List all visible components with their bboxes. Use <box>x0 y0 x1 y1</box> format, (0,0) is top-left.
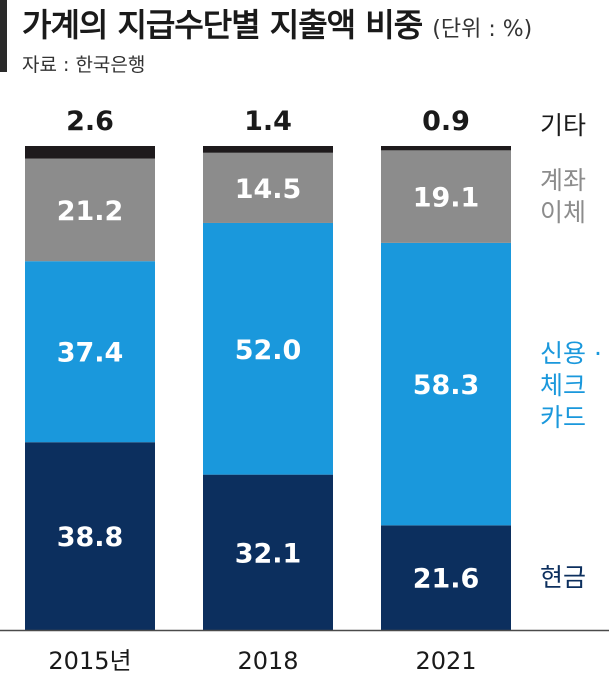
unit-label: (단위 : %) <box>432 17 533 42</box>
bar-other-1 <box>203 146 333 153</box>
bar-other-2 <box>381 146 511 151</box>
value-label-card-1: 52.0 <box>235 335 302 366</box>
legend-other: 기타 <box>540 111 587 140</box>
value-label-transfer-0: 21.2 <box>57 196 124 227</box>
bar-cash-2 <box>381 525 511 630</box>
legend-card: 신용 · 체크 카드 <box>540 339 602 432</box>
source-label: 자료 : 한국은행 <box>22 54 146 76</box>
value-label-cash-2: 21.6 <box>413 564 480 595</box>
value-label-transfer-2: 19.1 <box>413 183 480 214</box>
bar-other-0 <box>25 146 155 159</box>
legend-transfer: 계좌 이체 <box>540 166 587 227</box>
bar-card-0 <box>25 261 155 443</box>
bar-card-2 <box>381 242 511 526</box>
x-tick-label-1: 2018 <box>237 647 298 675</box>
value-label-other-2: 0.9 <box>422 106 470 137</box>
value-label-cash-1: 32.1 <box>235 538 302 569</box>
bar-cash-0 <box>25 442 155 630</box>
x-tick-label-0: 2015년 <box>48 647 131 675</box>
value-label-other-0: 2.6 <box>66 106 114 137</box>
x-tick-label-2: 2021 <box>415 647 476 675</box>
value-label-transfer-1: 14.5 <box>235 174 302 205</box>
chart-title: 가계의 지급수단별 지출액 비중 (단위 : %) <box>22 0 532 46</box>
bar-transfer-2 <box>381 150 511 243</box>
bar-transfer-1 <box>203 152 333 223</box>
bar-cash-1 <box>203 474 333 630</box>
chart-title-text: 가계의 지급수단별 지출액 비중 <box>22 6 423 44</box>
value-label-other-1: 1.4 <box>244 106 292 137</box>
title-accent-bar <box>0 0 7 72</box>
bar-card-1 <box>203 222 333 475</box>
bar-transfer-0 <box>25 158 155 262</box>
value-label-card-2: 58.3 <box>413 370 480 401</box>
legend-cash: 현금 <box>540 563 587 592</box>
value-label-card-0: 37.4 <box>57 338 124 369</box>
value-label-cash-0: 38.8 <box>57 522 124 553</box>
